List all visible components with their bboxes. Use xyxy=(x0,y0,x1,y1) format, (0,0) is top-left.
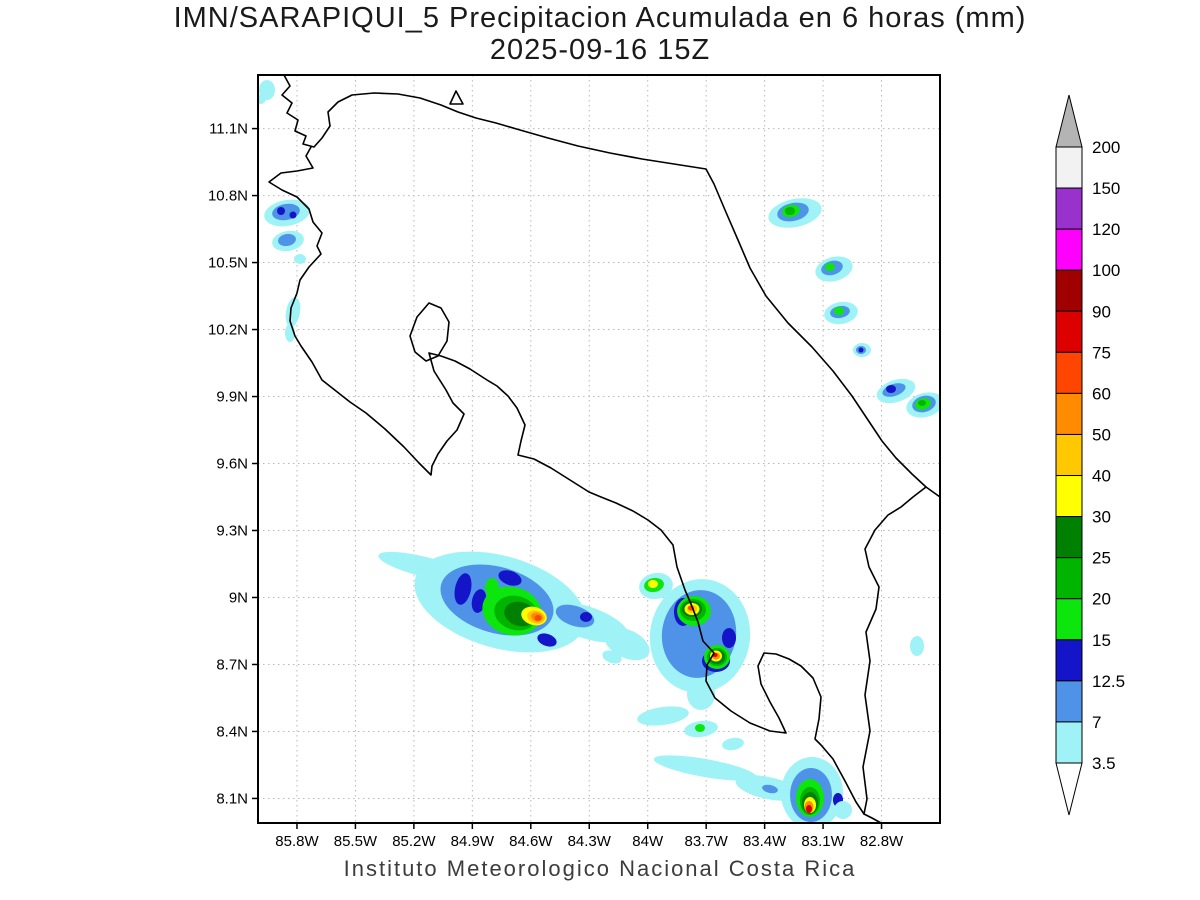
colorbar-label: 3.5 xyxy=(1092,754,1116,773)
y-tick-label: 10.5N xyxy=(208,255,248,272)
x-tick-label: 83.1W xyxy=(801,833,845,850)
colorbar-label: 25 xyxy=(1092,549,1111,568)
colorbar-label: 200 xyxy=(1092,138,1120,157)
chart-title: IMN/SARAPIQUI_5 Precipitacion Acumulada … xyxy=(0,3,1200,66)
coastline xyxy=(268,75,940,823)
colorbar-label: 75 xyxy=(1092,343,1111,362)
colorbar-label: 40 xyxy=(1092,467,1111,486)
colorbar-label: 50 xyxy=(1092,425,1111,444)
footer-credit: Instituto Meteorologico Nacional Costa R… xyxy=(343,856,857,881)
plot-frame xyxy=(257,74,941,824)
colorbar-label: 150 xyxy=(1092,179,1120,198)
lake-island-marker xyxy=(449,90,464,105)
colorbar-label: 100 xyxy=(1092,261,1120,280)
chart-title-line1: IMN/SARAPIQUI_5 Precipitacion Acumulada … xyxy=(173,2,1027,34)
axis-ticks xyxy=(252,127,883,829)
x-tick-label: 83.7W xyxy=(684,833,728,850)
y-tick-label: 10.8N xyxy=(208,188,248,205)
graticule-grid xyxy=(258,75,940,823)
colorbar-label: 15 xyxy=(1092,631,1111,650)
y-tick-label: 9.6N xyxy=(216,456,248,473)
y-tick-label: 10.2N xyxy=(208,322,248,339)
x-tick-label: 84.6W xyxy=(509,833,553,850)
y-tick-label: 11.1N xyxy=(209,121,248,138)
y-tick-label: 8.1N xyxy=(216,790,248,807)
chart-title-line2: 2025-09-16 15Z xyxy=(489,34,711,66)
colorbar-label: 12.5 xyxy=(1092,672,1125,691)
axis-labels: 85.8W 85.5W 85.2W 84.9W 84.6W 84.3W 84W 83.7W 83… xyxy=(208,121,904,850)
precipitation-shading xyxy=(258,80,940,823)
colorbar-label: 30 xyxy=(1092,508,1111,527)
colorbar-label: 120 xyxy=(1092,220,1120,239)
colorbar-above-arrow xyxy=(1055,94,1083,148)
y-tick-label: 8.4N xyxy=(216,723,248,740)
colorbar-below-arrow xyxy=(1055,762,1083,816)
x-tick-label: 82.8W xyxy=(860,833,904,850)
x-tick-label: 84.9W xyxy=(451,833,495,850)
colorbar-label: 90 xyxy=(1092,302,1111,321)
y-tick-label: 9.9N xyxy=(216,389,248,406)
colorbar-label: 7 xyxy=(1092,713,1101,732)
colorbar-label: 60 xyxy=(1092,384,1111,403)
colorbar: 200 150 120 100 90 75 60 50 40 30 25 20 15 12.5 7 3.5 xyxy=(1055,94,1125,816)
x-tick-label: 85.2W xyxy=(392,833,436,850)
x-tick-label: 83.4W xyxy=(743,833,787,850)
y-tick-label: 9.3N xyxy=(216,522,248,539)
y-tick-label: 9N xyxy=(229,589,248,606)
x-tick-label: 85.8W xyxy=(275,833,319,850)
x-tick-label: 85.5W xyxy=(334,833,378,850)
y-tick-label: 8.7N xyxy=(216,656,248,673)
x-tick-label: 84.3W xyxy=(568,833,612,850)
colorbar-label: 20 xyxy=(1092,590,1111,609)
x-tick-label: 84W xyxy=(632,833,664,850)
